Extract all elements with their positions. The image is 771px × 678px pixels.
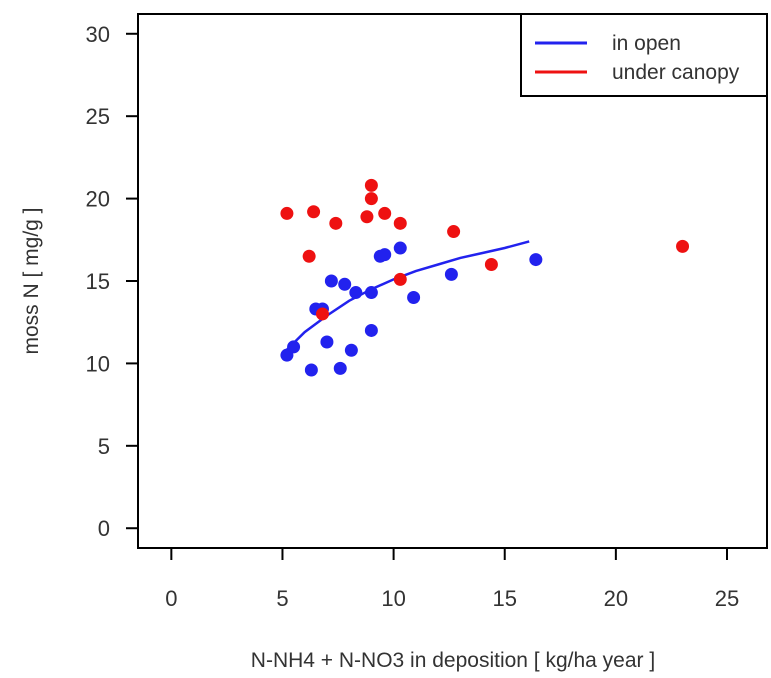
data-point-series-1 (484, 258, 498, 272)
x-tick-label: 5 (276, 586, 288, 611)
data-point-series-0 (287, 340, 301, 354)
legend: in open under canopy (520, 13, 768, 97)
x-tick-label: 15 (492, 586, 516, 611)
legend-label-under-canopy: under canopy (612, 61, 740, 84)
y-tick-label: 5 (98, 434, 110, 459)
fit-lines (283, 240, 530, 353)
data-point-series-0 (364, 286, 378, 300)
y-tick-label: 0 (98, 516, 110, 541)
data-point-series-0 (407, 290, 421, 304)
y-tick-label: 15 (86, 269, 110, 294)
data-point-series-1 (315, 307, 329, 321)
legend-box (520, 13, 768, 97)
data-point-series-0 (320, 335, 334, 349)
data-point-series-1 (329, 216, 343, 230)
data-point-series-0 (324, 274, 338, 288)
y-tick-label: 20 (86, 187, 110, 212)
data-point-series-1 (393, 272, 407, 286)
data-point-series-1 (676, 239, 690, 253)
data-point-series-1 (364, 192, 378, 206)
data-point-series-1 (360, 210, 374, 224)
data-point-series-1 (364, 178, 378, 192)
data-point-series-0 (393, 241, 407, 255)
data-point-series-1 (302, 249, 316, 263)
legend-label-in-open: in open (612, 32, 681, 55)
data-point-series-1 (447, 225, 461, 239)
data-point-series-0 (304, 363, 318, 377)
data-point-series-0 (349, 286, 363, 300)
data-point-series-0 (529, 253, 543, 267)
data-point-series-0 (333, 361, 347, 375)
data-point-series-0 (444, 267, 458, 281)
x-axis-title: N-NH4 + N-NO3 in deposition [ kg/ha year… (251, 649, 655, 672)
data-point-series-1 (307, 205, 321, 219)
x-axis: 0 5 10 15 20 25 (165, 548, 739, 611)
x-tick-label: 10 (381, 586, 405, 611)
data-point-series-1 (280, 206, 294, 220)
data-point-series-0 (364, 323, 378, 337)
y-tick-label: 25 (86, 104, 110, 129)
y-tick-label: 30 (86, 22, 110, 47)
x-tick-label: 25 (715, 586, 739, 611)
data-point-series-0 (378, 248, 392, 262)
x-tick-label: 20 (604, 586, 628, 611)
data-points (280, 178, 690, 377)
fit-line-series-0 (283, 240, 530, 353)
data-point-series-0 (344, 343, 358, 357)
data-point-series-1 (393, 216, 407, 230)
data-point-series-1 (378, 206, 392, 220)
data-point-series-0 (338, 277, 352, 291)
x-tick-label: 0 (165, 586, 177, 611)
y-axis-title: moss N [ mg/g ] (20, 207, 43, 354)
y-axis: 0 5 10 15 20 25 30 (86, 22, 138, 541)
y-tick-label: 10 (86, 351, 110, 376)
